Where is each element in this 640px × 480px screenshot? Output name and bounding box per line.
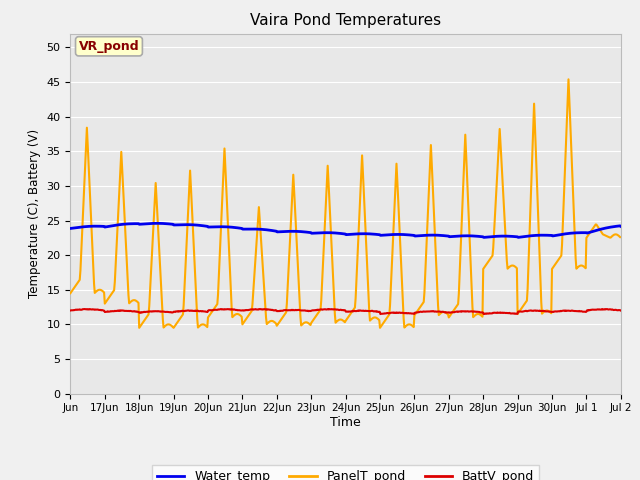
PanelT_pond [616, 234, 624, 240]
Water_temp [154, 220, 161, 226]
Y-axis label: Temperature (C), Battery (V): Temperature (C), Battery (V) [28, 129, 41, 298]
Water_temp [131, 221, 139, 227]
BattV_pond [324, 306, 332, 312]
Line: BattV_pond: BattV_pond [70, 309, 621, 314]
Line: PanelT_pond: PanelT_pond [70, 79, 620, 328]
PanelT_pond [67, 290, 74, 296]
BattV_pond [67, 308, 74, 313]
BattV_pond [280, 307, 288, 313]
Water_temp [480, 235, 488, 240]
PanelT_pond [564, 76, 572, 82]
Title: Vaira Pond Temperatures: Vaira Pond Temperatures [250, 13, 441, 28]
BattV_pond [403, 311, 411, 316]
Line: Water_temp: Water_temp [70, 223, 621, 238]
BattV_pond [480, 311, 488, 317]
BattV_pond [617, 308, 625, 313]
PanelT_pond [233, 311, 241, 317]
Water_temp [67, 226, 74, 231]
Water_temp [260, 227, 268, 232]
Water_temp [617, 224, 625, 229]
BattV_pond [434, 309, 442, 314]
Water_temp [233, 225, 241, 230]
Water_temp [403, 232, 411, 238]
Legend: Water_temp, PanelT_pond, BattV_pond: Water_temp, PanelT_pond, BattV_pond [152, 465, 540, 480]
BattV_pond [232, 307, 240, 313]
BattV_pond [260, 307, 268, 312]
PanelT_pond [281, 312, 289, 317]
Water_temp [281, 228, 289, 234]
PanelT_pond [403, 323, 410, 328]
Text: VR_pond: VR_pond [79, 40, 140, 53]
PanelT_pond [131, 298, 139, 303]
Water_temp [434, 232, 442, 238]
PanelT_pond [260, 281, 268, 287]
X-axis label: Time: Time [330, 416, 361, 429]
BattV_pond [131, 309, 139, 314]
PanelT_pond [136, 325, 143, 331]
PanelT_pond [433, 287, 441, 292]
